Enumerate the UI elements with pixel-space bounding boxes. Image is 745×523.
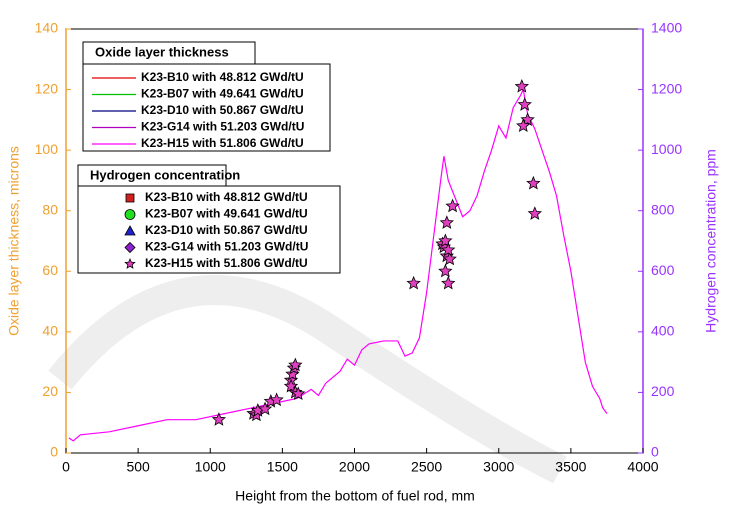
hydrogen-point	[517, 97, 532, 111]
legend-label: K23-D10 with 50.867 GWd/tU	[141, 103, 304, 117]
legend-label: K23-D10 with 50.867 GWd/tU	[145, 223, 308, 237]
y-tick-label: 100	[35, 141, 59, 157]
y-tick-label: 40	[42, 323, 58, 339]
hydrogen-point	[257, 401, 273, 416]
watermark	[48, 275, 567, 484]
legend-label: K23-B07 with 49.641 GWd/tU	[145, 207, 308, 221]
y-axis-label: Oxide layer thickness, microns	[6, 146, 22, 336]
legend-title: Oxide layer thickness	[95, 44, 229, 59]
x-tick-label: 3500	[555, 459, 586, 475]
hydrogen-point	[269, 392, 284, 407]
hydrogen-point	[438, 263, 453, 278]
y-tick-label: 0	[50, 444, 58, 460]
y2-tick-label: 800	[651, 201, 675, 217]
y-tick-label: 80	[42, 201, 58, 217]
hydrogen-point	[516, 118, 531, 133]
legend-label: K23-H15 with 51.806 GWd/tU	[145, 256, 308, 270]
y2-axis-label: Hydrogen concentration, ppm	[703, 149, 719, 333]
x-tick-label: 1000	[195, 459, 226, 475]
y2-tick-label: 400	[651, 323, 675, 339]
y2-tick-label: 1200	[651, 80, 682, 96]
y2-tick-label: 200	[651, 383, 675, 399]
y-tick-label: 120	[35, 80, 59, 96]
legend-marker	[124, 257, 136, 269]
legend-label: K23-B10 with 48.812 GWd/tU	[145, 190, 308, 204]
legend-marker	[124, 241, 136, 254]
legend-marker	[124, 225, 136, 236]
hydrogen-point	[406, 275, 421, 290]
hydrogen-point	[441, 242, 456, 257]
legend-marker	[125, 193, 135, 203]
x-tick-label: 500	[126, 459, 150, 475]
legend-label: K23-B07 with 49.641 GWd/tU	[141, 87, 304, 101]
hydrogen-point	[441, 275, 456, 290]
y-tick-label: 140	[35, 20, 59, 36]
x-tick-label: 4000	[627, 459, 658, 475]
legend-label: K23-B10 with 48.812 GWd/tU	[141, 70, 304, 84]
legend-label: K23-G14 with 51.203 GWd/tU	[141, 120, 304, 134]
legend-label: K23-H15 with 51.806 GWd/tU	[141, 136, 304, 150]
hydrogen-point	[288, 357, 303, 372]
y-tick-label: 60	[42, 262, 58, 278]
hydrogen-point	[445, 198, 460, 213]
y2-tick-label: 0	[651, 444, 659, 460]
y2-tick-label: 1000	[651, 141, 682, 157]
hydrogen-point	[211, 412, 227, 426]
legend-box	[77, 185, 341, 274]
legend-marker	[124, 209, 136, 220]
y2-tick-label: 1400	[651, 20, 682, 36]
x-axis-label: Height from the bottom of fuel rod, mm	[235, 488, 475, 504]
hydrogen-point	[442, 251, 457, 266]
hydrogen-point	[527, 206, 542, 220]
y-tick-label: 20	[42, 383, 58, 399]
x-tick-label: 3000	[483, 459, 514, 475]
legend-label: K23-G14 with 51.203 GWd/tU	[145, 240, 308, 254]
x-tick-label: 2500	[411, 459, 442, 475]
hydrogen-point	[514, 79, 530, 93]
y2-tick-label: 600	[651, 262, 675, 278]
hydrogen-point	[439, 215, 454, 229]
x-tick-label: 1500	[267, 459, 298, 475]
x-tick-label: 0	[62, 459, 70, 475]
x-tick-label: 2000	[339, 459, 370, 475]
legend-title: Hydrogen concentration	[90, 167, 240, 182]
hydrogen-point	[526, 175, 541, 190]
hydrogen-point	[291, 386, 306, 401]
